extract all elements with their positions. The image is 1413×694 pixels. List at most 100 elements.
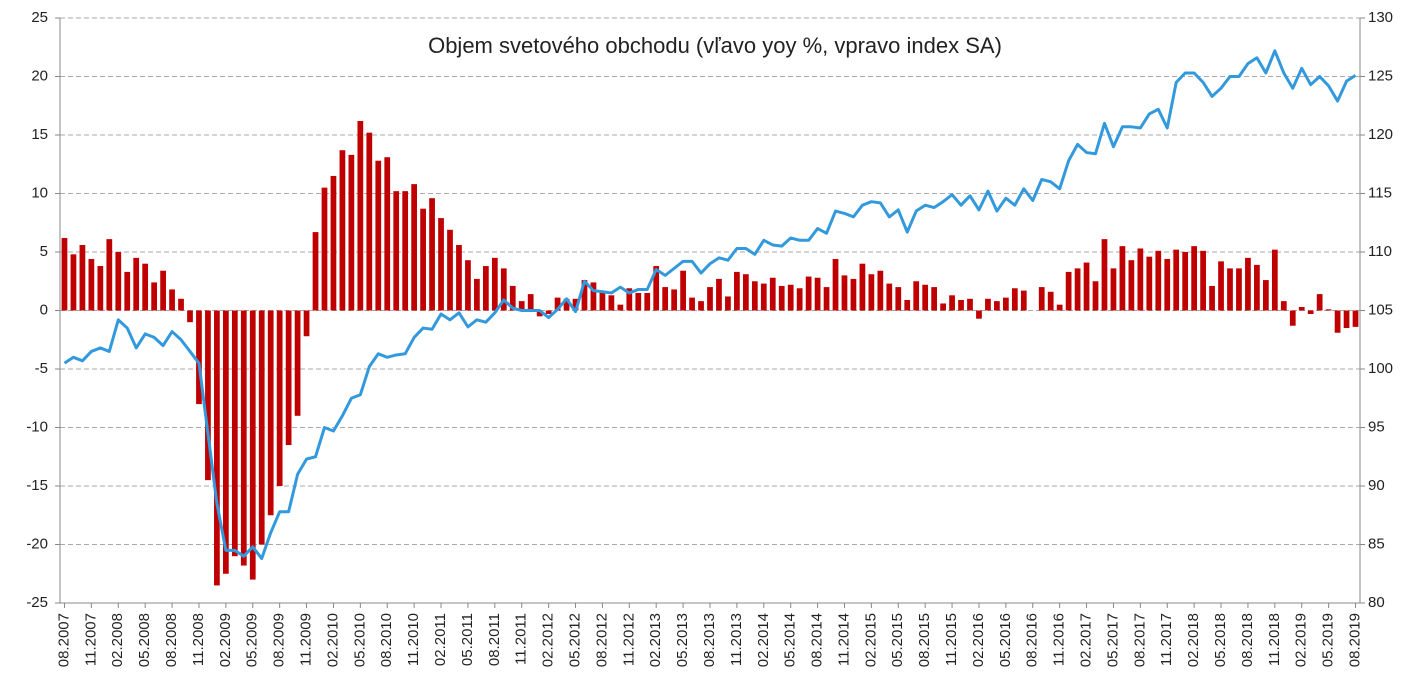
bar (438, 218, 444, 311)
bar (967, 298, 973, 311)
bar (716, 278, 722, 311)
bar (1352, 310, 1359, 327)
bar (1254, 264, 1260, 311)
bar (644, 292, 651, 311)
bar (617, 304, 624, 311)
bar (124, 271, 131, 311)
bar (1325, 309, 1332, 311)
x-tick-label: 11.2018 (1266, 613, 1283, 666)
bar (742, 274, 749, 311)
bar (850, 278, 857, 311)
x-tick-label: 05.2016 (997, 613, 1014, 667)
bar (832, 259, 839, 311)
bar (420, 208, 426, 311)
bar (1065, 271, 1072, 311)
bar (1146, 256, 1153, 311)
bar (482, 266, 489, 311)
bar (187, 310, 193, 323)
bar (536, 310, 543, 317)
x-tick-label: 05.2013 (674, 613, 691, 667)
x-tick-label: 08.2012 (593, 613, 610, 667)
y2-tick-label: 85 (1368, 535, 1385, 552)
bar (357, 120, 364, 311)
bar (671, 289, 678, 311)
bar (1119, 246, 1126, 311)
bar (554, 297, 561, 311)
bar (913, 281, 920, 311)
bar (958, 299, 964, 311)
bar (115, 252, 122, 311)
bar (1227, 268, 1233, 311)
bar (680, 270, 686, 311)
bar (276, 310, 283, 486)
bar (581, 280, 588, 311)
bar (841, 275, 848, 311)
y2-tick-label: 100 (1368, 360, 1393, 377)
bar (626, 288, 633, 311)
x-tick-label: 02.2010 (324, 613, 341, 667)
x-tick-label: 02.2014 (755, 613, 772, 667)
bar (769, 277, 776, 311)
y2-tick-label: 115 (1368, 184, 1392, 201)
bar (1002, 297, 1009, 311)
x-tick-label: 08.2017 (1131, 613, 1148, 667)
bar (1298, 306, 1305, 311)
x-tick-label: 11.2015 (943, 613, 960, 666)
bar (823, 287, 830, 311)
x-tick-label: 08.2010 (378, 613, 395, 667)
bar (1245, 257, 1251, 311)
bar (1092, 281, 1099, 311)
bar (151, 282, 158, 311)
x-tick-label: 08.2009 (271, 613, 288, 667)
bar (178, 298, 184, 311)
chart-title: Objem svetového obchodu (vľavo yoy %, vp… (428, 33, 1002, 58)
bar (79, 244, 86, 311)
bar (1011, 288, 1018, 311)
bar (240, 310, 247, 566)
x-tick-label: 02.2013 (647, 613, 664, 667)
bar (509, 285, 516, 311)
bar (931, 287, 938, 311)
bar (662, 287, 669, 311)
bar (1334, 310, 1341, 333)
bar (465, 260, 471, 311)
x-tick-label: 11.2008 (190, 613, 207, 666)
bar (1236, 268, 1242, 311)
bar (196, 310, 202, 405)
y-tick-label: 15 (31, 126, 48, 143)
x-tick-label: 11.2014 (835, 613, 852, 666)
bar (796, 288, 803, 311)
bar (339, 150, 346, 311)
y-tick-label: 0 (40, 301, 48, 318)
bar (70, 254, 77, 311)
bar (384, 157, 391, 311)
bar (312, 232, 319, 311)
x-tick-label: 11.2017 (1158, 613, 1175, 666)
x-tick-label: 02.2011 (432, 613, 449, 666)
bar (1128, 260, 1135, 311)
bar (1101, 239, 1108, 311)
x-tick-label: 11.2007 (82, 613, 99, 666)
x-tick-label: 11.2010 (405, 613, 422, 666)
bar (491, 257, 498, 311)
bar (375, 160, 382, 311)
bar (1173, 249, 1180, 311)
bar (285, 310, 292, 446)
bar (877, 270, 884, 311)
bar (222, 310, 229, 574)
bar (160, 270, 166, 311)
bar (142, 263, 149, 311)
bar (698, 301, 704, 311)
bar (1218, 261, 1224, 311)
bar (303, 310, 310, 337)
bar (1262, 280, 1269, 311)
bar (1074, 268, 1081, 311)
bar (994, 301, 1000, 311)
bar (267, 310, 274, 516)
x-tick-label: 05.2010 (351, 613, 368, 667)
x-tick-label: 08.2018 (1239, 613, 1256, 667)
x-tick-label: 08.2015 (916, 613, 933, 667)
x-tick-label: 11.2011 (513, 613, 530, 665)
bar (859, 263, 866, 311)
